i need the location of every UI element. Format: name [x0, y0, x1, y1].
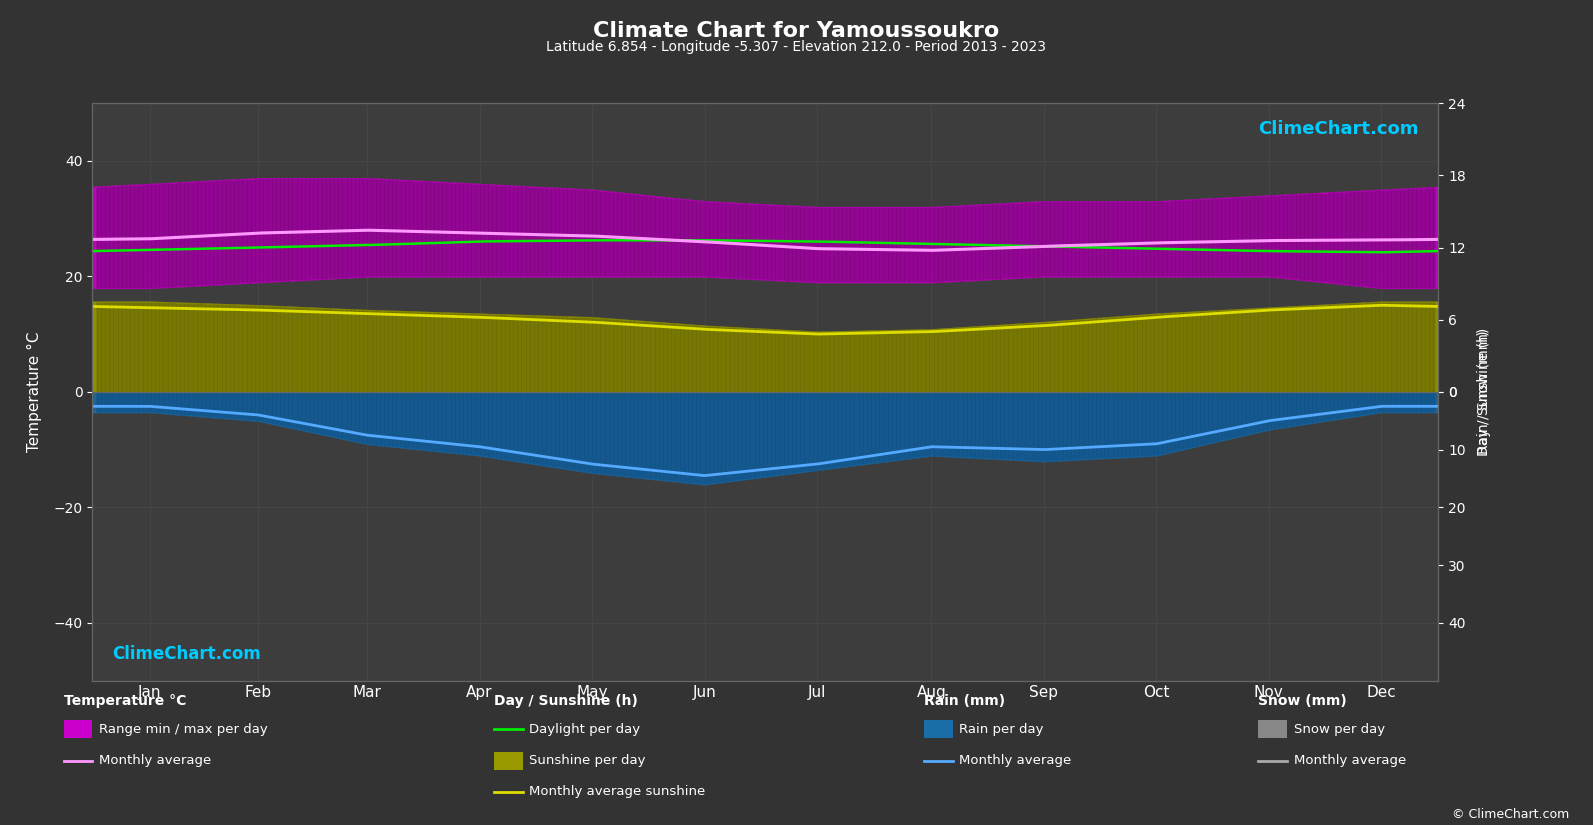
Text: Snow per day: Snow per day: [1294, 723, 1384, 736]
Text: Range min / max per day: Range min / max per day: [99, 723, 268, 736]
Text: Day / Sunshine (h): Day / Sunshine (h): [494, 695, 637, 709]
Text: Sunshine per day: Sunshine per day: [529, 754, 645, 767]
Text: Rain (mm): Rain (mm): [924, 695, 1005, 709]
Text: ClimeChart.com: ClimeChart.com: [113, 645, 261, 663]
Text: Snow (mm): Snow (mm): [1258, 695, 1348, 709]
Text: Monthly average: Monthly average: [99, 754, 210, 767]
Text: Latitude 6.854 - Longitude -5.307 - Elevation 212.0 - Period 2013 - 2023: Latitude 6.854 - Longitude -5.307 - Elev…: [546, 40, 1047, 54]
Text: Temperature °C: Temperature °C: [64, 695, 186, 709]
Text: Daylight per day: Daylight per day: [529, 723, 640, 736]
Text: Monthly average sunshine: Monthly average sunshine: [529, 785, 706, 799]
Text: Rain per day: Rain per day: [959, 723, 1043, 736]
Text: ClimeChart.com: ClimeChart.com: [1258, 120, 1418, 139]
Text: Climate Chart for Yamoussoukro: Climate Chart for Yamoussoukro: [593, 21, 1000, 40]
Y-axis label: Rain / Snow (mm): Rain / Snow (mm): [1477, 330, 1491, 454]
Text: © ClimeChart.com: © ClimeChart.com: [1451, 808, 1569, 821]
Text: Monthly average: Monthly average: [1294, 754, 1405, 767]
Text: Monthly average: Monthly average: [959, 754, 1070, 767]
Y-axis label: Temperature °C: Temperature °C: [27, 332, 43, 452]
Y-axis label: Day / Sunshine (h): Day / Sunshine (h): [1477, 328, 1491, 456]
